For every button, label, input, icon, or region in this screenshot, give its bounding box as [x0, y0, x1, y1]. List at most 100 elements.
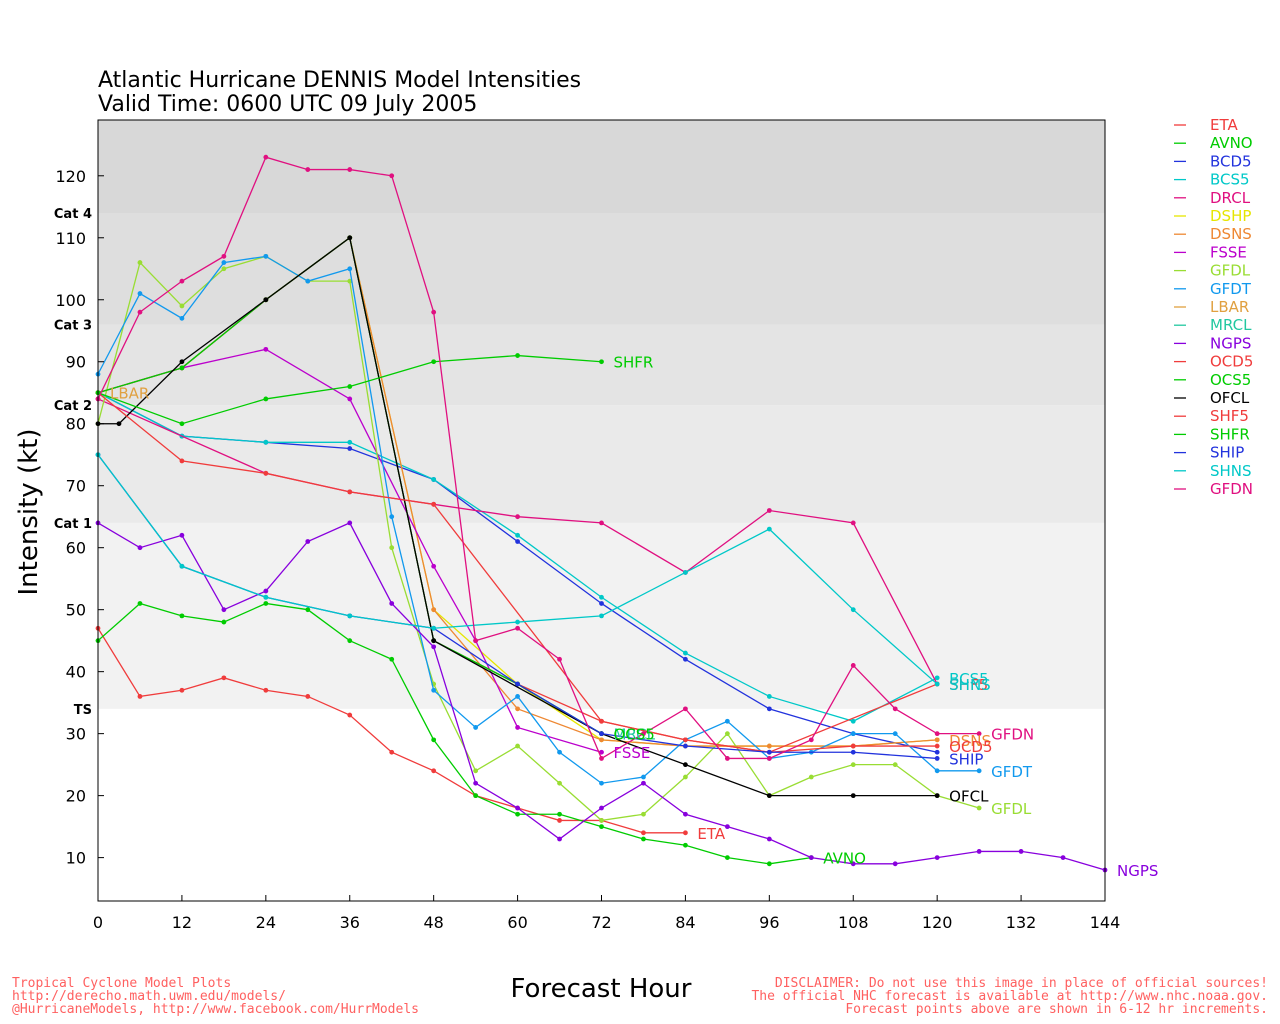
data-point: [431, 563, 437, 569]
data-point: [347, 266, 353, 272]
legend-entry: MRCL: [1210, 316, 1252, 334]
data-point: [431, 768, 437, 774]
data-point: [389, 749, 395, 755]
data-point: [599, 749, 604, 755]
data-point: [934, 768, 940, 774]
series-end-label: OCS5: [614, 726, 655, 744]
series-ngps: [95, 520, 1108, 873]
data-point: [599, 818, 604, 823]
data-point: [599, 737, 604, 743]
x-tick-label: 72: [591, 913, 611, 932]
data-point: [389, 545, 395, 551]
data-point: [431, 687, 437, 693]
legend-entry: ETA: [1210, 116, 1238, 134]
series-line: [97, 348, 602, 753]
data-point: [347, 396, 353, 402]
data-point: [683, 650, 688, 656]
data-point: [934, 793, 940, 799]
data-point: [347, 167, 353, 172]
legend-entry: LBAR: [1210, 298, 1249, 316]
data-point: [473, 793, 479, 799]
data-point: [515, 706, 520, 712]
data-point: [431, 607, 437, 613]
data-point: [431, 501, 437, 507]
data-point: [221, 266, 227, 272]
series-end-label: GFDL: [991, 800, 1032, 818]
data-point: [599, 359, 604, 365]
data-point: [934, 749, 940, 755]
data-point: [724, 756, 730, 761]
data-point: [515, 805, 520, 811]
data-point: [263, 253, 269, 259]
data-point: [683, 706, 688, 712]
data-point: [137, 545, 143, 551]
data-point: [137, 309, 143, 315]
data-point: [766, 508, 772, 513]
x-tick-label: 108: [838, 913, 869, 932]
data-point: [179, 278, 185, 284]
data-point: [766, 756, 772, 761]
data-point: [116, 421, 122, 427]
series-end-label: GFDT: [991, 763, 1033, 781]
data-point: [934, 756, 940, 761]
data-point: [976, 731, 982, 737]
data-point: [263, 396, 269, 402]
data-point: [641, 731, 646, 737]
data-point: [515, 532, 520, 538]
x-tick-label: 84: [675, 913, 695, 932]
legend: ETAAVNOBCD5BCS5DRCLDSHPDSNSFSSEGFDLGFDTL…: [1174, 116, 1253, 498]
data-point: [179, 613, 185, 619]
data-point: [179, 563, 185, 569]
data-point: [934, 737, 940, 743]
data-point: [263, 470, 269, 476]
data-point: [137, 694, 143, 699]
category-band: [98, 120, 1105, 213]
data-point: [347, 613, 353, 619]
category-label: Cat 1: [54, 517, 92, 532]
data-point: [347, 235, 353, 241]
data-point: [641, 836, 646, 842]
data-point: [431, 359, 437, 365]
legend-entry: SHF5: [1210, 407, 1249, 425]
data-point: [850, 861, 856, 867]
data-point: [179, 315, 185, 321]
data-point: [515, 539, 520, 544]
data-point: [389, 601, 395, 606]
data-point: [305, 278, 311, 284]
y-tick-label: 120: [55, 167, 86, 186]
legend-entry: BCS5: [1210, 171, 1250, 189]
data-point: [724, 824, 730, 830]
y-tick-label: 90: [66, 353, 86, 372]
x-tick-label: 120: [922, 913, 953, 932]
data-point: [431, 644, 437, 650]
y-tick-label: 30: [66, 725, 86, 744]
data-point: [347, 520, 353, 526]
data-point: [179, 458, 185, 464]
data-point: [557, 811, 562, 817]
data-point: [263, 439, 269, 445]
data-point: [263, 297, 269, 303]
y-tick-label: 60: [66, 539, 86, 558]
data-point: [263, 346, 269, 352]
series-end-label: OCD5: [949, 738, 992, 756]
legend-entry: NGPS: [1210, 334, 1251, 352]
data-point: [766, 694, 772, 699]
data-point: [515, 725, 520, 730]
data-point: [347, 384, 353, 389]
data-point: [431, 625, 437, 631]
legend-entry: DSHP: [1210, 207, 1251, 225]
data-point: [683, 737, 688, 743]
legend-entry: DSNS: [1210, 225, 1252, 243]
x-axis-ticks: 0 12 24 36 48 60 72 84 96 108 120 132 144: [93, 895, 1120, 932]
data-point: [850, 743, 856, 749]
data-point: [179, 359, 185, 365]
data-point: [137, 601, 143, 606]
data-point: [724, 718, 730, 724]
x-tick-label: 48: [423, 913, 443, 932]
data-point: [515, 743, 520, 749]
data-point: [515, 694, 520, 699]
data-point: [305, 694, 311, 699]
data-point: [263, 594, 269, 600]
x-tick-label: 60: [507, 913, 527, 932]
data-point: [473, 725, 479, 730]
